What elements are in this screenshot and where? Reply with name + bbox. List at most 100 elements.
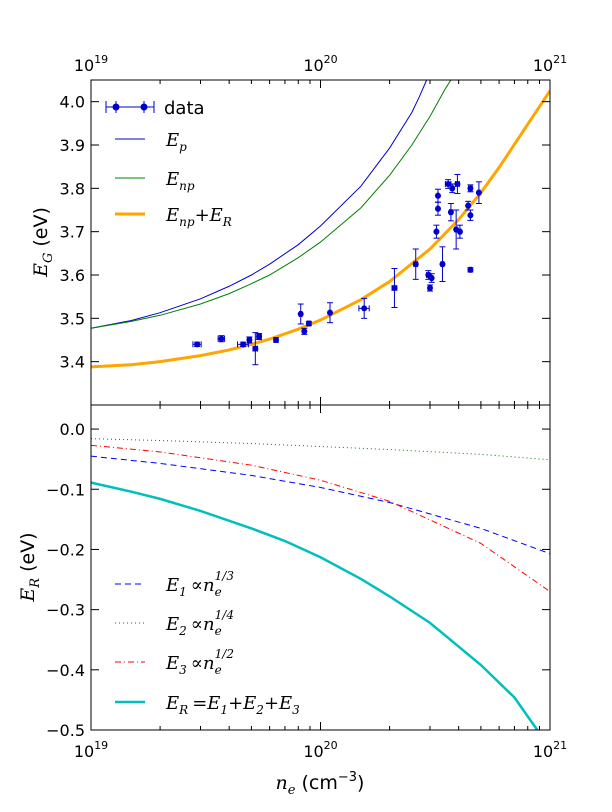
bottom-legend: E1 ∝ne1/3 E2 ∝ne1/4 E3 ∝ne1/2 ER =E1+E2+E3 — [115, 569, 300, 717]
data-point — [391, 268, 398, 308]
data-point — [467, 184, 474, 193]
top-x-tick-label: 1021 — [533, 53, 567, 75]
legend-label-e1-sub: 1 — [179, 585, 187, 599]
bottom-y-axis-label-symbol: E — [17, 588, 39, 603]
data-point — [297, 303, 304, 325]
legend-label-e2-exp: 1/4 — [215, 608, 234, 622]
svg-text:Enp: Enp — [165, 169, 195, 193]
curve-e1 — [91, 455, 550, 555]
bottom-y-tick-label: −0.1 — [46, 480, 85, 499]
x-axis-label-symbol: n — [276, 772, 288, 794]
data-point — [301, 327, 308, 335]
legend-label-ep-sub: p — [179, 140, 187, 154]
bottom-y-axis-label-unit: (eV) — [17, 532, 39, 572]
svg-text:ne(cm−3): ne (cm−3) — [276, 770, 365, 798]
top-x-tick-label: 1019 — [74, 53, 108, 75]
axes: 1019 1020 1021 1019 1020 1021 3.4 3.5 3.6 3.7 3.8 3… — [46, 53, 567, 761]
legend-label-enp-sub: np — [179, 179, 195, 193]
x-axis-label: ne (cm−3) — [276, 770, 365, 798]
legend-label-enp-er-sub: np — [179, 215, 195, 229]
legend-entry-e1: E1 ∝ne 1/3 — [115, 569, 234, 599]
legend-label-enp-er-sub2: R — [222, 215, 232, 229]
svg-text:Enp+ER: Enp+ER — [165, 205, 232, 229]
legend-label-e2-n-sub: e — [215, 624, 222, 638]
legend-entry-data: data — [105, 98, 205, 119]
top-y-tick-label: 3.4 — [60, 353, 85, 372]
legend-label-e2-prop: ∝n — [191, 614, 215, 635]
top-y-tick-label: 3.8 — [60, 179, 85, 198]
legend-label-e3-prop: ∝n — [191, 653, 215, 674]
legend-label-enp-main: E — [165, 169, 179, 190]
top-y-axis-label-sub: G — [41, 253, 56, 263]
bottom-y-tick-label: 0.0 — [60, 420, 85, 439]
x-axis-label-unit-exp: −3 — [338, 770, 357, 785]
svg-text:E2∝ne1/4: E2 ∝ne 1/4 — [165, 608, 234, 638]
data-point — [475, 181, 482, 204]
legend-label-e1-exp: 1/3 — [215, 569, 235, 583]
bottom-x-tick-label: 1020 — [303, 739, 337, 761]
legend-entry-e2: E2 ∝ne 1/4 — [115, 608, 234, 638]
legend-label-e3-exp: 1/2 — [215, 647, 234, 661]
data-point — [273, 337, 280, 343]
legend-label-er-sum: =E — [192, 693, 220, 714]
data-point — [305, 320, 312, 327]
data-point — [426, 284, 433, 292]
svg-text:E1∝ne1/3: E1 ∝ne 1/3 — [165, 569, 234, 599]
top-y-axis-label-symbol: E — [30, 263, 52, 278]
legend-label-er-s1: 1 — [220, 703, 228, 717]
curve-ep — [91, 80, 428, 329]
legend-label-enp-er-main: E — [165, 205, 179, 226]
top-y-axis-label: EG (eV) — [30, 207, 56, 278]
data-point — [192, 341, 202, 348]
legend-label-er-s3: 3 — [292, 703, 300, 717]
top-x-tick-label: 1020 — [303, 53, 337, 75]
bottom-y-tick-label: −0.3 — [46, 601, 85, 620]
curve-er — [91, 481, 539, 730]
legend-label-e3-n-sub: e — [215, 663, 222, 677]
top-y-tick-label: 3.7 — [60, 223, 85, 242]
legend-entry-er: ER =E1+E2+E3 — [115, 693, 300, 717]
legend-label-e2-main: E — [165, 614, 179, 635]
legend-entry-enp: Enp — [115, 169, 195, 193]
bottom-y-tick-label: −0.2 — [46, 540, 85, 559]
data-point — [456, 224, 463, 239]
svg-text:E3∝ne1/2: E3 ∝ne 1/2 — [165, 647, 234, 677]
svg-text:EG(eV): EG (eV) — [30, 207, 56, 278]
data-point — [326, 302, 333, 324]
top-y-tick-label: 3.6 — [60, 266, 85, 285]
x-axis-label-sub: e — [288, 783, 296, 798]
bottom-panel-curves — [91, 438, 550, 730]
data-point — [439, 246, 446, 282]
data-point — [454, 173, 461, 195]
data-point — [428, 273, 435, 283]
legend-label-ep-main: E — [165, 130, 179, 151]
svg-text:Ep: Ep — [165, 130, 187, 154]
curve-enp — [91, 80, 452, 329]
top-legend: data Ep Enp Enp+ER — [105, 98, 232, 229]
bottom-panel-frame — [90, 404, 551, 731]
legend-label-er-s2: 2 — [255, 703, 264, 717]
data-point — [256, 333, 263, 341]
top-y-tick-label: 3.5 — [60, 309, 85, 328]
data-point — [467, 209, 474, 221]
legend-label-enp-er-plus: +E — [195, 205, 223, 226]
legend-entry-enp-er: Enp+ER — [115, 205, 232, 229]
top-y-tick-label: 3.9 — [60, 136, 85, 155]
curve-e2 — [91, 438, 550, 461]
bottom-y-axis-label: ER (eV) — [17, 532, 43, 602]
data-point — [412, 248, 419, 280]
data-point — [434, 188, 441, 203]
data-point — [217, 335, 226, 343]
x-axis-label-unit-post: ) — [357, 772, 364, 794]
top-y-tick-label: 4.0 — [60, 93, 85, 112]
curve-enper — [91, 89, 550, 369]
legend-entry-ep: Ep — [115, 130, 187, 154]
bottom-y-axis-label-sub: R — [28, 578, 43, 589]
data-point — [252, 332, 259, 366]
top-panel-data-points — [192, 173, 482, 366]
data-point — [246, 336, 253, 344]
legend-label-er-main: E — [165, 693, 179, 714]
data-point — [467, 266, 474, 273]
legend-label-e1-prop: ∝n — [191, 575, 215, 596]
